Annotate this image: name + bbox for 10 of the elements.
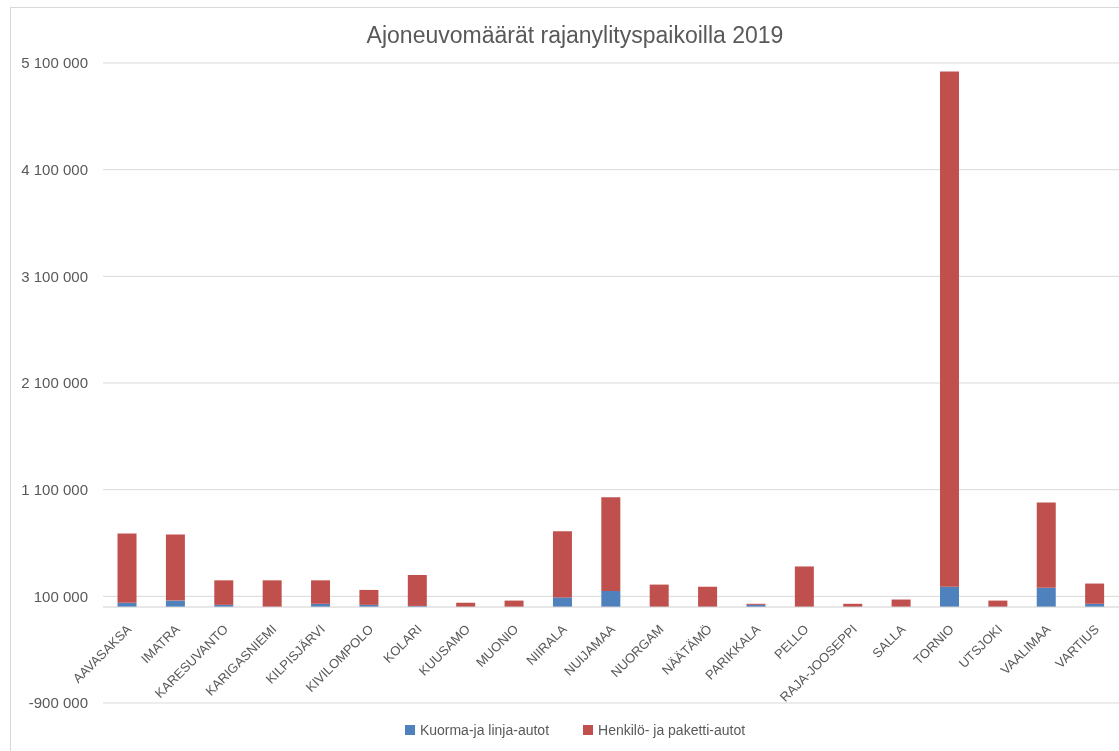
y-tick-label: -900 000: [28, 694, 88, 712]
legend-label: Kuorma-ja linja-autot: [419, 722, 550, 738]
y-tick-label: 100 000: [33, 587, 88, 605]
y-tick-label: 3 100 000: [21, 267, 88, 285]
legend-label: Henkilö- ja paketti-autot: [598, 722, 746, 738]
y-tick-label: 1 100 000: [21, 480, 88, 498]
y-tick-label: 2 100 000: [21, 374, 88, 392]
y-tick-label: 4 100 000: [21, 160, 88, 178]
y-tick-label: 5 100 000: [21, 54, 88, 72]
chart-title: Ajoneuvomäärät rajanylityspaikoilla 2019: [365, 22, 785, 49]
